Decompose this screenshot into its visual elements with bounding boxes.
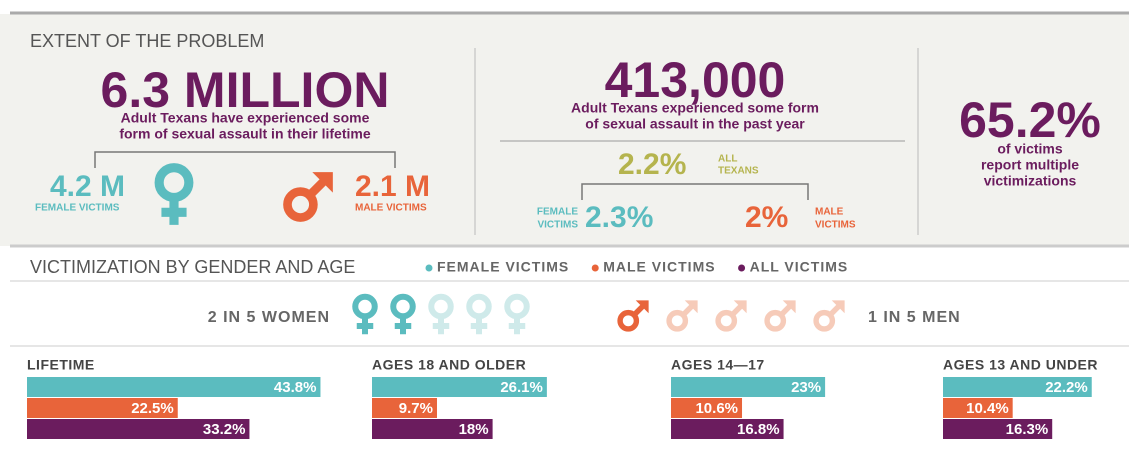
bar bbox=[943, 398, 1013, 418]
big-number: 6.3 MILLION bbox=[101, 62, 390, 118]
label: FEMALE bbox=[537, 207, 578, 218]
number: 2% bbox=[745, 201, 788, 234]
value-label: 22.5% bbox=[131, 400, 174, 417]
value-label: 9.7% bbox=[399, 400, 433, 417]
legend-label: ALL VICTIMS bbox=[750, 259, 849, 275]
label: TEXANS bbox=[718, 166, 759, 177]
bar bbox=[27, 398, 178, 418]
female-icon bbox=[393, 297, 413, 335]
female-icon bbox=[431, 297, 451, 335]
female-icon bbox=[355, 297, 375, 335]
value-label: 10.4% bbox=[966, 400, 1009, 417]
text: Adult Texans have experienced some bbox=[121, 110, 370, 126]
male-icon bbox=[620, 300, 649, 329]
value-label: 33.2% bbox=[203, 421, 246, 438]
chart-title: AGES 18 AND OLDER bbox=[372, 357, 526, 373]
label: ALL bbox=[718, 154, 737, 165]
text: form of sexual assault in their lifetime bbox=[119, 126, 371, 142]
text: victimizations bbox=[984, 173, 1077, 189]
value-label: 43.8% bbox=[274, 379, 317, 396]
bar bbox=[671, 419, 784, 439]
value-label: 10.6% bbox=[695, 400, 738, 417]
value-label: 16.8% bbox=[737, 421, 780, 438]
bar bbox=[372, 398, 437, 418]
bar bbox=[27, 377, 321, 397]
female-icon bbox=[507, 297, 527, 335]
label: MALE VICTIMS bbox=[355, 203, 427, 214]
male-icon bbox=[816, 300, 845, 329]
value-label: 26.1% bbox=[500, 379, 543, 396]
value-label: 22.2% bbox=[1045, 379, 1088, 396]
bar bbox=[943, 377, 1092, 397]
value-label: 16.3% bbox=[1006, 421, 1049, 438]
label: VICTIMS bbox=[537, 220, 578, 231]
bracket bbox=[581, 183, 809, 200]
bar bbox=[27, 419, 250, 439]
bar bbox=[671, 398, 743, 418]
legend-dot bbox=[425, 264, 433, 272]
text: report multiple bbox=[981, 157, 1079, 173]
legend-dot bbox=[738, 264, 746, 272]
bar bbox=[372, 377, 547, 397]
text: of victims bbox=[997, 141, 1063, 157]
ratio: 1 IN 5 MEN bbox=[868, 309, 961, 326]
legend-label: MALE VICTIMS bbox=[603, 259, 715, 275]
chart-title: AGES 13 AND UNDER bbox=[943, 357, 1098, 373]
number: 2.1 M bbox=[355, 170, 430, 203]
legend-dot bbox=[591, 264, 599, 272]
chart-title: LIFETIME bbox=[27, 357, 95, 373]
number: 2.3% bbox=[585, 201, 653, 234]
label: FEMALE VICTIMS bbox=[35, 203, 120, 214]
value-label: 18% bbox=[459, 421, 489, 438]
male-icon bbox=[669, 300, 698, 329]
number: 2.2% bbox=[618, 148, 686, 181]
text: of sexual assault in the past year bbox=[585, 116, 805, 132]
bar bbox=[372, 419, 493, 439]
ratio: 2 IN 5 WOMEN bbox=[208, 309, 330, 326]
bar bbox=[671, 377, 826, 397]
male-icon bbox=[767, 300, 796, 329]
legend-label: FEMALE VICTIMS bbox=[437, 259, 569, 275]
text: Adult Texans experienced some form bbox=[571, 100, 819, 116]
label: VICTIMS bbox=[815, 220, 856, 231]
male-icon bbox=[718, 300, 747, 329]
heading: VICTIMIZATION BY GENDER AND AGE bbox=[30, 257, 355, 277]
label: MALE bbox=[815, 207, 844, 218]
female-icon bbox=[469, 297, 489, 335]
number: 4.2 M bbox=[50, 170, 125, 203]
chart-title: AGES 14—17 bbox=[671, 357, 765, 373]
value-label: 23% bbox=[791, 379, 821, 396]
bar bbox=[943, 419, 1053, 439]
top-panel bbox=[0, 14, 1129, 246]
big-number: 65.2% bbox=[959, 92, 1101, 148]
bracket bbox=[94, 151, 396, 168]
big-number: 413,000 bbox=[605, 52, 786, 108]
heading: EXTENT OF THE PROBLEM bbox=[30, 31, 264, 51]
